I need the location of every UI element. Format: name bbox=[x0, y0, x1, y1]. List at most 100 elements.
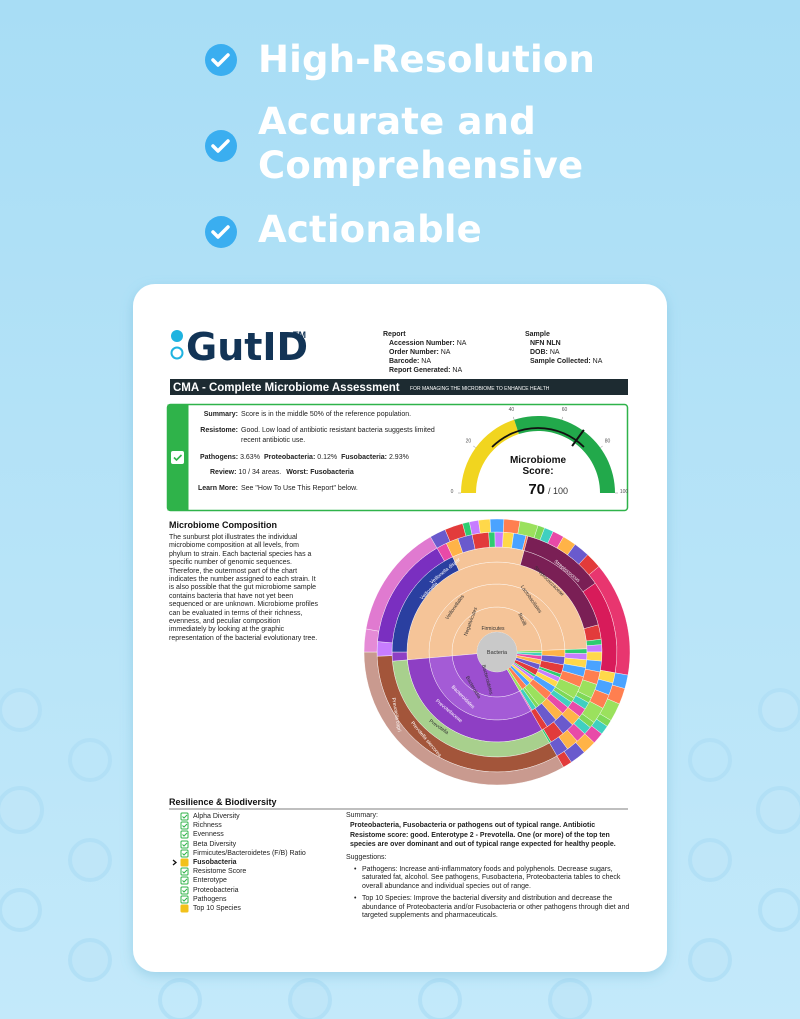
level-value: 0.12% bbox=[317, 454, 338, 461]
status-check bbox=[182, 897, 188, 902]
banner bbox=[170, 379, 628, 395]
sunburst-segment bbox=[376, 641, 393, 657]
sunburst-center-label: Bacteria bbox=[487, 650, 508, 656]
bubble bbox=[688, 938, 732, 982]
gauge-tick bbox=[561, 416, 563, 420]
gauge-tick-label: 60 bbox=[562, 407, 568, 413]
info-field: Order Number: NA bbox=[389, 348, 466, 357]
gauge-tick-label: 80 bbox=[605, 438, 611, 444]
row-label: Review: bbox=[210, 469, 237, 476]
resilience-item: Proteobacteria bbox=[172, 886, 342, 895]
sunburst-segment bbox=[363, 628, 380, 653]
row-value: See "How To Use This Report" below. bbox=[241, 485, 358, 492]
summary-check bbox=[173, 454, 183, 462]
levels-row: Pathogens: 3.63% Proteobacteria: 0.12% Fus… bbox=[200, 453, 409, 462]
gauge-title: Microbiome Score: bbox=[509, 455, 567, 477]
level-label: Pathogens: bbox=[200, 454, 239, 461]
bubble bbox=[0, 786, 44, 834]
item-label: Resistome Score bbox=[193, 868, 247, 876]
item-label: Alpha Diversity bbox=[193, 813, 240, 820]
field-label: Order Number: bbox=[389, 349, 439, 356]
sample-fields: NFN NLN DOB: NA Sample Collected: NA bbox=[525, 339, 602, 366]
logo-dot bbox=[171, 330, 183, 342]
gauge-tick bbox=[473, 445, 476, 448]
status-icon bbox=[180, 821, 189, 830]
summary-check-box bbox=[171, 451, 184, 464]
suggestions-heading: Suggestions: bbox=[346, 853, 387, 861]
sunburst-segment bbox=[564, 648, 588, 654]
bubble-pattern bbox=[0, 688, 800, 1019]
sunburst-segment bbox=[478, 518, 491, 534]
resilience-item: Resistome Score bbox=[172, 867, 342, 876]
field-label: Sample Collected: bbox=[530, 358, 591, 365]
status-icon bbox=[180, 904, 189, 913]
bubble bbox=[68, 738, 112, 782]
sunburst-segment bbox=[391, 651, 408, 662]
info-field: DOB: NA bbox=[530, 348, 602, 357]
bubble bbox=[756, 786, 800, 834]
status-icon bbox=[180, 840, 189, 849]
suggestion: Top 10 Species: Improve the bacterial di… bbox=[354, 895, 631, 921]
sunburst-segment bbox=[489, 518, 505, 533]
check-mark bbox=[211, 53, 230, 67]
bubble bbox=[688, 838, 732, 882]
status-icon bbox=[180, 876, 189, 885]
status-box bbox=[180, 904, 189, 913]
resilience-list: Alpha Diversity Richness Evenness Beta Dive… bbox=[172, 812, 342, 913]
status-icon bbox=[180, 812, 189, 821]
bubble bbox=[288, 978, 332, 1019]
item-label: Pathogens bbox=[193, 895, 227, 903]
sample-field-list: DOB: NA Sample Collected: NA bbox=[530, 348, 602, 366]
resilience-item: Enterotype bbox=[172, 876, 342, 885]
level-value: 2.93% bbox=[388, 454, 409, 461]
row-value: Score is in the middle 50% of the refere… bbox=[241, 411, 412, 418]
item-label: Firmicutes/Bacteroidetes (F/B) Ratio bbox=[193, 849, 306, 857]
info-field: Sample Collected: NA bbox=[530, 357, 602, 366]
field-label: DOB: bbox=[530, 349, 548, 356]
status-check bbox=[182, 851, 188, 856]
status-icon bbox=[180, 867, 189, 876]
row-label: Learn More: bbox=[197, 485, 238, 492]
item-label: Richness bbox=[193, 822, 222, 830]
level-label: Fusobacteria: bbox=[341, 454, 388, 461]
feature-title: Accurate and Comprehensive bbox=[258, 100, 584, 187]
field-label: Barcode: bbox=[389, 358, 420, 365]
feature-title: Actionable bbox=[258, 208, 482, 251]
status-check bbox=[182, 814, 188, 819]
sample-name: NFN NLN bbox=[530, 340, 561, 347]
status-box bbox=[180, 886, 189, 894]
row-label: Summary: bbox=[203, 411, 238, 418]
resilience-summary: Summary: Proteobacteria, Fusobacteria or… bbox=[346, 811, 631, 921]
bubble bbox=[758, 888, 800, 932]
bubble bbox=[688, 738, 732, 782]
resilience-title: Resilience & Biodiversity bbox=[169, 797, 277, 807]
gauge-needle bbox=[571, 429, 585, 447]
sample-info: Sample NFN NLN DOB: NA Sample Collected: … bbox=[525, 330, 602, 366]
sunburst: Bacteria bbox=[363, 518, 631, 786]
status-icon bbox=[180, 830, 189, 839]
status-box bbox=[180, 849, 189, 858]
info-field: Accession Number: NA bbox=[389, 339, 466, 348]
check-mark bbox=[211, 225, 230, 239]
composition-text: The sunburst plot illustrates the indivi… bbox=[169, 534, 319, 642]
row-value: Good. Low load of antibiotic resistant b… bbox=[241, 427, 435, 444]
gauge-tick-label: 0 bbox=[451, 489, 454, 495]
banner-title: CMA - Complete Microbiome Assessment bbox=[173, 382, 400, 394]
resilience-item: Richness bbox=[172, 821, 342, 830]
status-icon bbox=[180, 886, 189, 894]
summary-text: Proteobacteria, Fusobacteria or pathogen… bbox=[350, 822, 616, 848]
gauge-tick-label: 100 bbox=[620, 489, 629, 495]
gauge-out-of: / 100 bbox=[548, 486, 568, 496]
resilience-item: Fusobacteria bbox=[172, 858, 342, 867]
gauge-tick-label: 20 bbox=[466, 438, 472, 444]
resilience-item: Top 10 Species bbox=[172, 904, 342, 913]
check-mark bbox=[211, 139, 230, 153]
sunburst-segment bbox=[494, 531, 504, 548]
gauge-tick bbox=[600, 445, 603, 448]
field-value: NA bbox=[421, 358, 432, 365]
suggestions: Pathogens: Increase anti-inflammatory fo… bbox=[346, 866, 631, 922]
status-box bbox=[180, 858, 189, 867]
